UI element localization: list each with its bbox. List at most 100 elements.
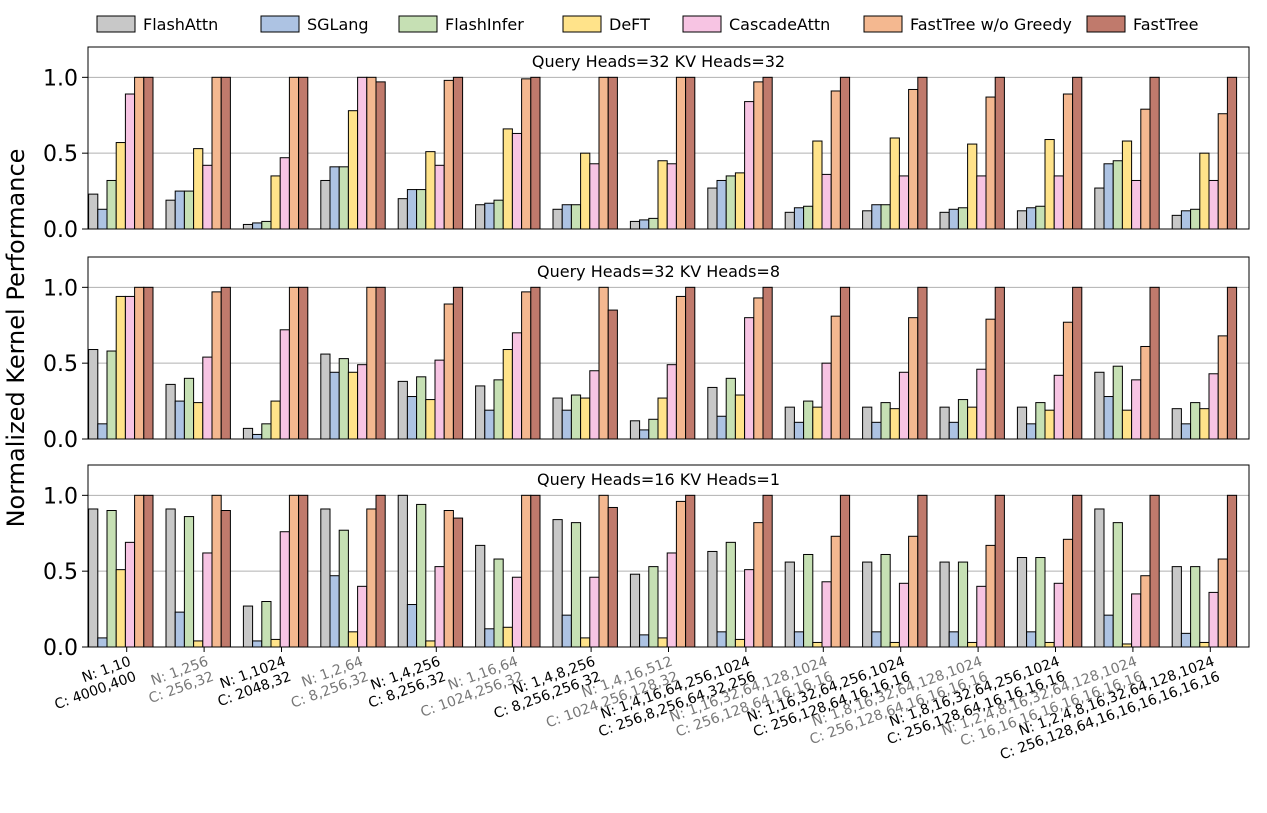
bar: [793, 421, 805, 440]
bar: [994, 286, 1005, 440]
bar: [1140, 575, 1151, 648]
bar: [521, 78, 532, 230]
bar: [589, 576, 600, 648]
bar: [425, 151, 436, 230]
bar: [812, 140, 823, 230]
panel-title: Query Heads=16 KV Heads=1: [537, 470, 780, 489]
bar: [917, 286, 928, 440]
bar: [425, 399, 436, 440]
bar: [106, 179, 117, 230]
bar: [261, 423, 272, 440]
bar: [1121, 409, 1133, 440]
bar: [948, 208, 959, 230]
bar: [898, 175, 910, 230]
bar: [639, 429, 650, 440]
bar: [452, 286, 464, 440]
bar: [202, 164, 213, 230]
bar: [803, 553, 814, 648]
bar: [939, 211, 950, 230]
bar: [193, 148, 204, 230]
bar: [511, 332, 523, 440]
y-tick-label: 0.5: [43, 142, 78, 167]
bar: [220, 76, 231, 230]
bar: [1103, 614, 1114, 648]
bar: [812, 641, 823, 648]
bar: [871, 204, 882, 230]
bar: [434, 566, 445, 648]
bar: [1121, 140, 1133, 230]
legend-swatch: [682, 15, 722, 33]
bar: [685, 76, 696, 230]
bar: [1190, 402, 1201, 440]
bar: [397, 494, 408, 648]
bar: [406, 604, 418, 648]
bar: [1094, 508, 1105, 648]
bar: [347, 631, 359, 648]
bar: [1149, 494, 1160, 648]
bar: [1140, 345, 1151, 440]
bar: [1094, 187, 1105, 230]
bar: [329, 166, 340, 230]
bar: [242, 427, 254, 440]
bar: [1149, 76, 1160, 230]
bar: [1053, 582, 1064, 648]
bar: [898, 582, 910, 648]
bar: [375, 81, 386, 230]
bar: [967, 406, 978, 440]
bar: [607, 309, 618, 440]
bar: [493, 558, 504, 648]
bar: [202, 356, 213, 440]
bar: [320, 353, 331, 440]
bar: [1044, 409, 1055, 440]
bar: [629, 420, 641, 440]
bar: [484, 628, 495, 648]
bar: [242, 605, 254, 648]
bar: [366, 76, 377, 230]
bar: [416, 376, 427, 440]
bar: [744, 569, 755, 648]
bar: [183, 190, 195, 230]
bar: [1171, 214, 1182, 230]
bar: [338, 166, 349, 230]
bar: [1180, 210, 1192, 230]
bar: [124, 541, 136, 648]
bar: [320, 179, 331, 230]
bar: [607, 506, 618, 648]
bar: [347, 371, 359, 440]
bar: [279, 531, 290, 648]
bar: [908, 535, 919, 648]
y-axis-label: Normalized Kernel Performance: [2, 149, 30, 528]
bar: [1016, 406, 1028, 440]
bar: [193, 640, 204, 648]
legend-label: FastTree: [1133, 15, 1198, 34]
bar: [174, 190, 185, 230]
legend-swatch: [1086, 15, 1126, 33]
bar: [134, 76, 145, 230]
bar: [452, 517, 464, 648]
bar: [347, 110, 359, 230]
bar: [288, 494, 300, 648]
legend-item: FlashAttn: [96, 15, 218, 34]
bar: [598, 76, 609, 230]
bar: [1140, 108, 1151, 230]
bar: [830, 315, 841, 440]
bar: [666, 163, 677, 230]
bar: [143, 76, 154, 230]
bar: [270, 175, 281, 230]
bar: [580, 152, 591, 230]
bar: [357, 585, 368, 648]
bar: [1026, 631, 1037, 648]
legend-item: SGLang: [260, 15, 369, 34]
bar: [174, 611, 185, 648]
bar: [880, 204, 891, 230]
bar: [716, 179, 727, 230]
bar: [675, 76, 687, 230]
legend-item: FastTree w/o Greedy: [863, 15, 1072, 34]
bar: [434, 359, 445, 440]
bar: [1208, 179, 1219, 230]
bar: [425, 640, 436, 648]
panel-frame: [87, 46, 1250, 230]
bar: [1035, 205, 1046, 230]
bar: [97, 637, 108, 648]
